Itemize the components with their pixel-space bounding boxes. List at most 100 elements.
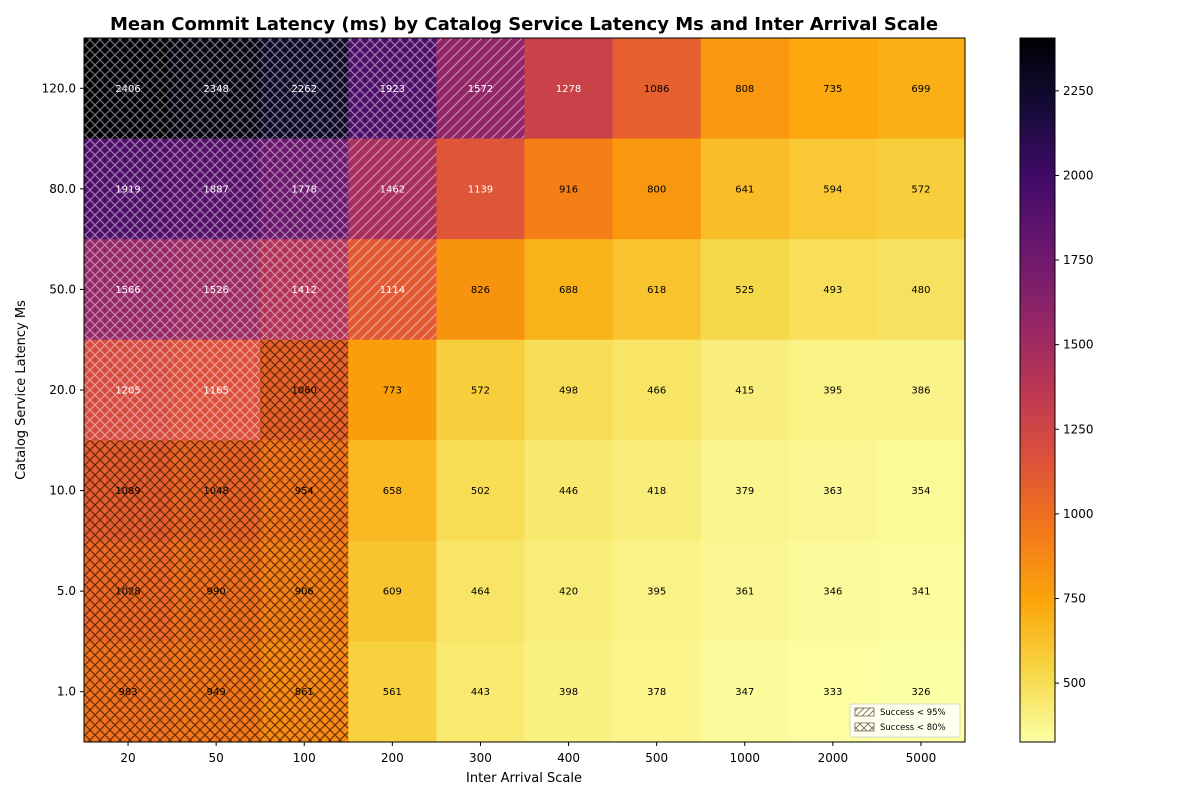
hatch-crosshatch bbox=[84, 38, 173, 139]
hatch-crosshatch bbox=[172, 138, 261, 240]
cell-value-label: 466 bbox=[647, 386, 666, 397]
cell-value-label: 1278 bbox=[556, 84, 581, 95]
colorbar-tick-label: 1500 bbox=[1063, 338, 1094, 352]
y-axis-ticks: 120.0 80.0 50.0 20.0 10.0 5.0 1.0 bbox=[42, 81, 84, 699]
cell-value-label: 1412 bbox=[292, 285, 317, 296]
heatmap-cell bbox=[436, 339, 525, 441]
x-tick-label: 5000 bbox=[906, 751, 937, 765]
cell-value-label: 379 bbox=[735, 486, 754, 497]
cell-value-label: 990 bbox=[207, 587, 226, 598]
cell-value-label: 658 bbox=[383, 486, 402, 497]
hatch-crosshatch bbox=[172, 339, 261, 441]
y-tick-label: 120.0 bbox=[42, 81, 76, 95]
heatmap-cell bbox=[612, 138, 702, 240]
cell-value-label: 354 bbox=[911, 486, 930, 497]
heatmap-cell bbox=[436, 239, 525, 341]
cell-value-label: 1205 bbox=[115, 386, 140, 397]
cell-value-label: 398 bbox=[559, 687, 578, 698]
cell-value-label: 1086 bbox=[644, 84, 669, 95]
cell-value-label: 2406 bbox=[115, 84, 140, 95]
cell-value-label: 826 bbox=[471, 285, 490, 296]
hatch-crosshatch bbox=[84, 440, 173, 541]
cell-value-label: 1114 bbox=[380, 285, 405, 296]
hatch-crosshatch bbox=[84, 540, 173, 642]
hatch-crosshatch bbox=[172, 641, 261, 742]
cell-value-label: 1526 bbox=[203, 285, 228, 296]
heatmap-cell bbox=[348, 339, 437, 441]
cell-value-label: 443 bbox=[471, 687, 490, 698]
cell-value-label: 498 bbox=[559, 386, 578, 397]
legend-label-95: Success < 95% bbox=[880, 708, 946, 718]
cell-value-label: 1778 bbox=[292, 184, 317, 195]
heatmap-cell bbox=[788, 38, 878, 140]
heatmap-cell bbox=[876, 540, 966, 642]
cell-value-label: 420 bbox=[559, 587, 578, 598]
heatmap-cell bbox=[436, 540, 525, 642]
heatmap-cell bbox=[612, 339, 702, 441]
cell-value-label: 326 bbox=[911, 687, 930, 698]
hatch-slash bbox=[436, 38, 525, 139]
hatch-crosshatch bbox=[172, 440, 261, 541]
cell-labels: 2406 2348 2262 1923 1572 1278 1086 808 735 699 191… bbox=[115, 84, 930, 698]
cell-value-label: 572 bbox=[471, 386, 490, 397]
heatmap-cell bbox=[612, 38, 702, 140]
cell-value-label: 906 bbox=[295, 587, 314, 598]
heatmap-cell bbox=[788, 540, 878, 642]
heatmap-cell bbox=[876, 38, 966, 140]
cell-value-label: 1048 bbox=[203, 486, 228, 497]
x-tick-label: 50 bbox=[209, 751, 224, 765]
colorbar-tick-label: 750 bbox=[1063, 591, 1086, 605]
heatmap-cell bbox=[612, 641, 702, 743]
colorbar-tick-label: 1000 bbox=[1063, 507, 1094, 521]
cell-value-label: 1060 bbox=[292, 386, 317, 397]
cell-value-label: 1139 bbox=[468, 184, 493, 195]
cell-value-label: 983 bbox=[119, 687, 138, 698]
cell-value-label: 800 bbox=[647, 184, 666, 195]
heatmap-cell bbox=[876, 440, 966, 542]
y-tick-label: 10.0 bbox=[49, 484, 76, 498]
hatch-crosshatch bbox=[84, 339, 173, 441]
heatmap-cell bbox=[700, 138, 790, 240]
cell-value-label: 954 bbox=[295, 486, 314, 497]
cell-value-label: 688 bbox=[559, 285, 578, 296]
x-tick-label: 100 bbox=[293, 751, 316, 765]
cell-value-label: 1572 bbox=[468, 84, 493, 95]
cell-value-label: 493 bbox=[823, 285, 842, 296]
cell-value-label: 1165 bbox=[203, 386, 228, 397]
heatmap-cell bbox=[524, 339, 614, 441]
heatmap-cell bbox=[876, 339, 966, 441]
y-tick-label: 80.0 bbox=[49, 182, 76, 196]
hatch-crosshatch bbox=[84, 239, 173, 340]
legend-box bbox=[849, 703, 961, 738]
y-tick-label: 1.0 bbox=[57, 685, 76, 699]
cell-value-label: 418 bbox=[647, 486, 666, 497]
cell-value-label: 641 bbox=[735, 184, 754, 195]
heatmap-cell bbox=[876, 138, 966, 240]
cell-value-label: 561 bbox=[383, 687, 402, 698]
legend-label-80: Success < 80% bbox=[880, 723, 946, 733]
hatch-crosshatch bbox=[260, 138, 349, 240]
cell-value-label: 347 bbox=[735, 687, 754, 698]
y-tick-label: 5.0 bbox=[57, 584, 76, 598]
cell-value-label: 480 bbox=[911, 285, 930, 296]
heatmap-cell bbox=[348, 540, 437, 642]
cell-value-label: 1089 bbox=[115, 486, 140, 497]
hatch-crosshatch bbox=[172, 239, 261, 340]
hatch-crosshatch bbox=[348, 38, 437, 139]
cell-value-label: 341 bbox=[911, 587, 930, 598]
x-tick-label: 400 bbox=[557, 751, 580, 765]
hatch-crosshatch bbox=[260, 440, 349, 541]
cell-value-label: 949 bbox=[207, 687, 226, 698]
hatch-slash bbox=[348, 138, 437, 240]
chart-title: Mean Commit Latency (ms) by Catalog Serv… bbox=[110, 14, 938, 35]
hatch-crosshatch bbox=[260, 641, 349, 742]
cell-value-label: 1919 bbox=[115, 184, 140, 195]
colorbar-tick-label: 1750 bbox=[1063, 253, 1094, 267]
cell-value-label: 386 bbox=[911, 386, 930, 397]
cell-value-label: 525 bbox=[735, 285, 754, 296]
cell-value-label: 861 bbox=[295, 687, 314, 698]
cell-value-label: 1462 bbox=[380, 184, 405, 195]
heatmap-cell bbox=[788, 440, 878, 542]
cell-value-label: 572 bbox=[911, 184, 930, 195]
